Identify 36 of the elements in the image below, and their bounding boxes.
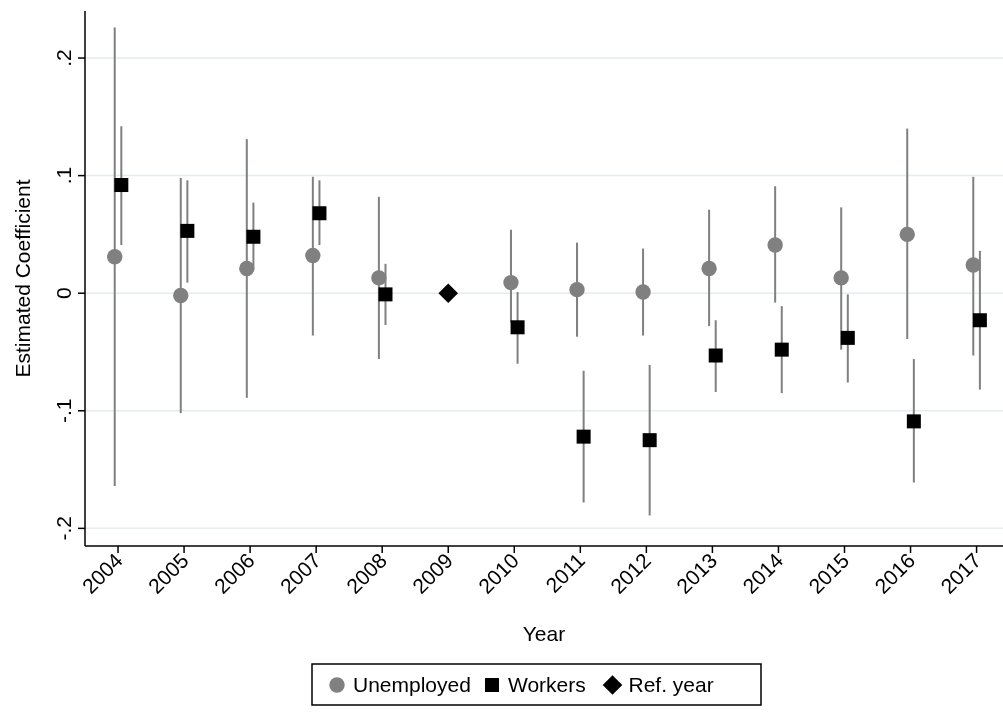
point [840, 330, 855, 345]
point [180, 223, 195, 238]
point [569, 281, 585, 298]
point [972, 313, 987, 328]
point [510, 320, 525, 335]
point [708, 348, 723, 363]
y-axis-title: Estimated Coefficient [11, 179, 34, 378]
point [438, 283, 459, 303]
point [906, 414, 921, 429]
point [774, 342, 789, 357]
y-tick-label: -.1 [52, 398, 75, 424]
point [899, 226, 915, 243]
point [114, 178, 129, 193]
point [239, 260, 255, 277]
legend-label: Unemployed [353, 673, 471, 696]
y-tick-label: .2 [52, 49, 75, 67]
point [246, 229, 261, 244]
point [305, 247, 321, 264]
point [635, 284, 651, 300]
point [173, 287, 189, 304]
y-tick-label: .1 [52, 166, 75, 185]
point [767, 237, 783, 253]
point [642, 433, 657, 448]
point [107, 249, 123, 265]
y-tick-label: -.2 [52, 516, 75, 541]
legend-label: Workers [508, 673, 586, 696]
point [965, 257, 981, 273]
point [312, 206, 327, 221]
point [503, 274, 519, 291]
point [701, 260, 717, 277]
point [833, 270, 849, 286]
point [378, 287, 393, 302]
point [576, 429, 591, 444]
legend-label: Ref. year [628, 673, 714, 696]
y-tick-label: 0 [52, 287, 75, 300]
x-axis-title: Year [522, 622, 566, 645]
